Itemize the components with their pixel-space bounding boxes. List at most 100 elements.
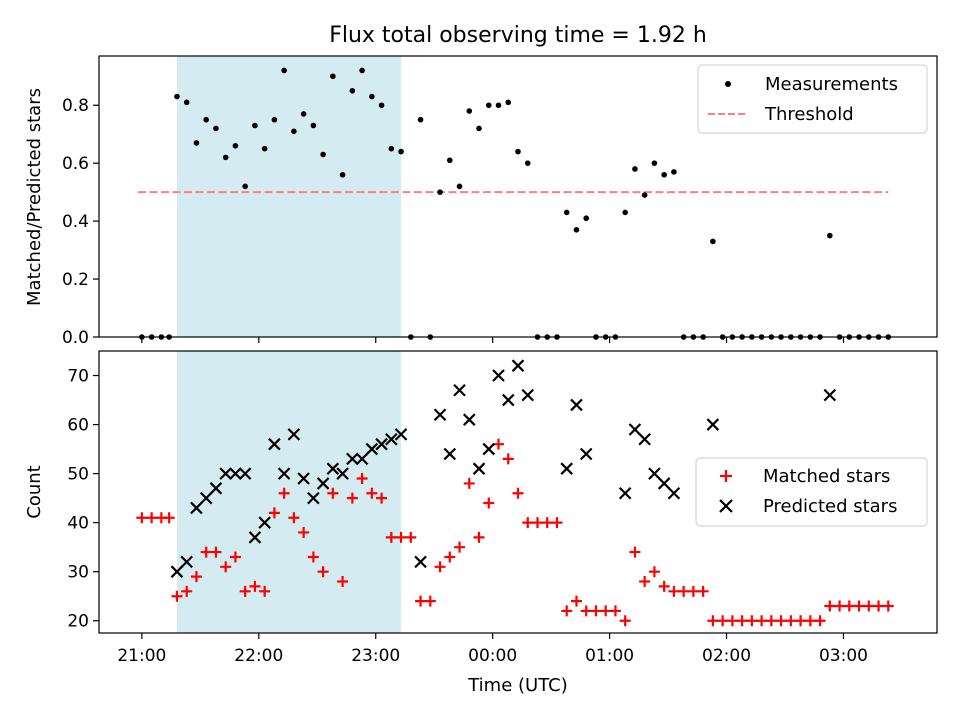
predicted-star-point [170, 565, 184, 578]
matched-star-point [697, 585, 709, 597]
measurement-point [573, 227, 580, 233]
matched-star-point [463, 477, 475, 489]
measurement-point [252, 122, 258, 129]
legend-predicted-marker [719, 499, 733, 513]
matched-star-point [327, 487, 339, 499]
matched-star-point [775, 615, 787, 627]
measurement-point [330, 73, 336, 80]
measurement-point [291, 128, 297, 135]
matched-star-point [619, 615, 631, 627]
bottom-y-tick-label: 30 [67, 563, 89, 583]
matched-star-point [405, 531, 417, 543]
matched-star-point [424, 595, 436, 607]
measurement-point [378, 102, 385, 109]
matched-star-point [648, 566, 660, 578]
bottom-y-tick-label: 60 [67, 416, 89, 436]
x-tick-label: 23:00 [351, 646, 400, 666]
matched-star-point [873, 600, 885, 612]
matched-star-point [707, 615, 719, 627]
top-legend: Measurements Threshold [697, 64, 928, 134]
bottom-y-tick-label: 70 [67, 367, 89, 387]
matched-star-point [136, 512, 148, 524]
measurement-point [349, 87, 356, 94]
matched-star-point [229, 551, 241, 563]
matched-star-point [415, 595, 427, 607]
measurement-point [281, 67, 287, 74]
predicted-star-point [385, 433, 398, 446]
matched-star-point [687, 585, 699, 597]
x-tick-label: 00:00 [468, 646, 517, 666]
measurement-point [193, 140, 200, 146]
measurement-point [651, 160, 658, 166]
top-y-tick-label: 0.2 [62, 270, 89, 290]
predicted-star-point [511, 359, 525, 372]
matched-star-point [376, 492, 388, 504]
predicted-star-point [482, 442, 496, 456]
predicted-star-point [463, 413, 476, 426]
measurement-point [632, 166, 638, 172]
legend-measurements-label: Measurements [765, 74, 898, 95]
matched-star-point [249, 580, 261, 592]
matched-star-point [765, 615, 777, 627]
bottom-shaded-interval [176, 351, 402, 633]
matched-star-point [395, 531, 407, 543]
predicted-star-point [248, 531, 262, 544]
measurement-point [222, 154, 229, 161]
predicted-star-point [414, 555, 427, 569]
top-plot-frame [98, 55, 938, 338]
matched-star-point [522, 517, 534, 529]
legend-threshold-label: Threshold [764, 104, 854, 125]
predicted-star-point [268, 437, 281, 451]
predicted-star-point [190, 501, 203, 515]
bottom-panel: 20 30 40 50 60 70 21:00 22:00 23:00 00:00 01:00 02… [24, 350, 938, 696]
matched-stars-series [136, 438, 894, 627]
legend-matched-label: Matched stars [763, 466, 890, 487]
measurement-point [583, 215, 590, 222]
matched-star-point [746, 615, 758, 627]
measurement-point [671, 169, 677, 175]
predicted-star-point [579, 447, 593, 461]
measurement-point [466, 108, 473, 114]
matched-star-point [658, 580, 670, 592]
matched-star-point [590, 605, 602, 617]
matched-star-point [171, 590, 183, 602]
matched-star-point [181, 585, 193, 597]
predicted-star-point [277, 467, 291, 480]
measurement-point [388, 145, 395, 152]
matched-star-point [259, 585, 271, 597]
matched-star-point [531, 517, 543, 529]
matched-star-point [639, 576, 651, 588]
predicted-star-point [657, 477, 671, 490]
measurement-point [505, 99, 512, 106]
predicted-star-point [638, 433, 651, 446]
predicted-star-point [326, 462, 340, 475]
measurement-point [485, 102, 492, 109]
predicted-stars-series [170, 359, 837, 578]
matched-star-point [756, 615, 768, 627]
measurement-point [359, 67, 365, 74]
matched-star-point [146, 512, 158, 524]
measurement-point [369, 93, 375, 100]
x-axis-label: Time (UTC) [467, 675, 568, 696]
matched-star-point [288, 512, 300, 524]
measurement-point [456, 183, 463, 190]
bottom-y-axis-label: Count [24, 465, 45, 518]
matched-star-point [795, 615, 807, 627]
measurement-point [827, 232, 833, 239]
chart-title: Flux total observing time = 1.92 h [329, 23, 707, 48]
top-y-tick-label: 0.6 [62, 154, 89, 174]
predicted-star-point [823, 388, 837, 402]
matched-star-point [834, 600, 846, 612]
measurement-point [339, 171, 346, 178]
matched-star-point [298, 526, 310, 538]
legend-matched-marker [720, 470, 732, 482]
matched-star-point [600, 605, 612, 617]
predicted-star-point [297, 472, 310, 485]
measurement-point [213, 125, 219, 132]
predicted-star-point [199, 491, 213, 505]
measurement-point [563, 209, 570, 216]
predicted-star-point [229, 467, 242, 480]
predicted-star-point [628, 423, 642, 436]
top-legend-box [697, 64, 928, 134]
predicted-star-point [521, 388, 535, 402]
